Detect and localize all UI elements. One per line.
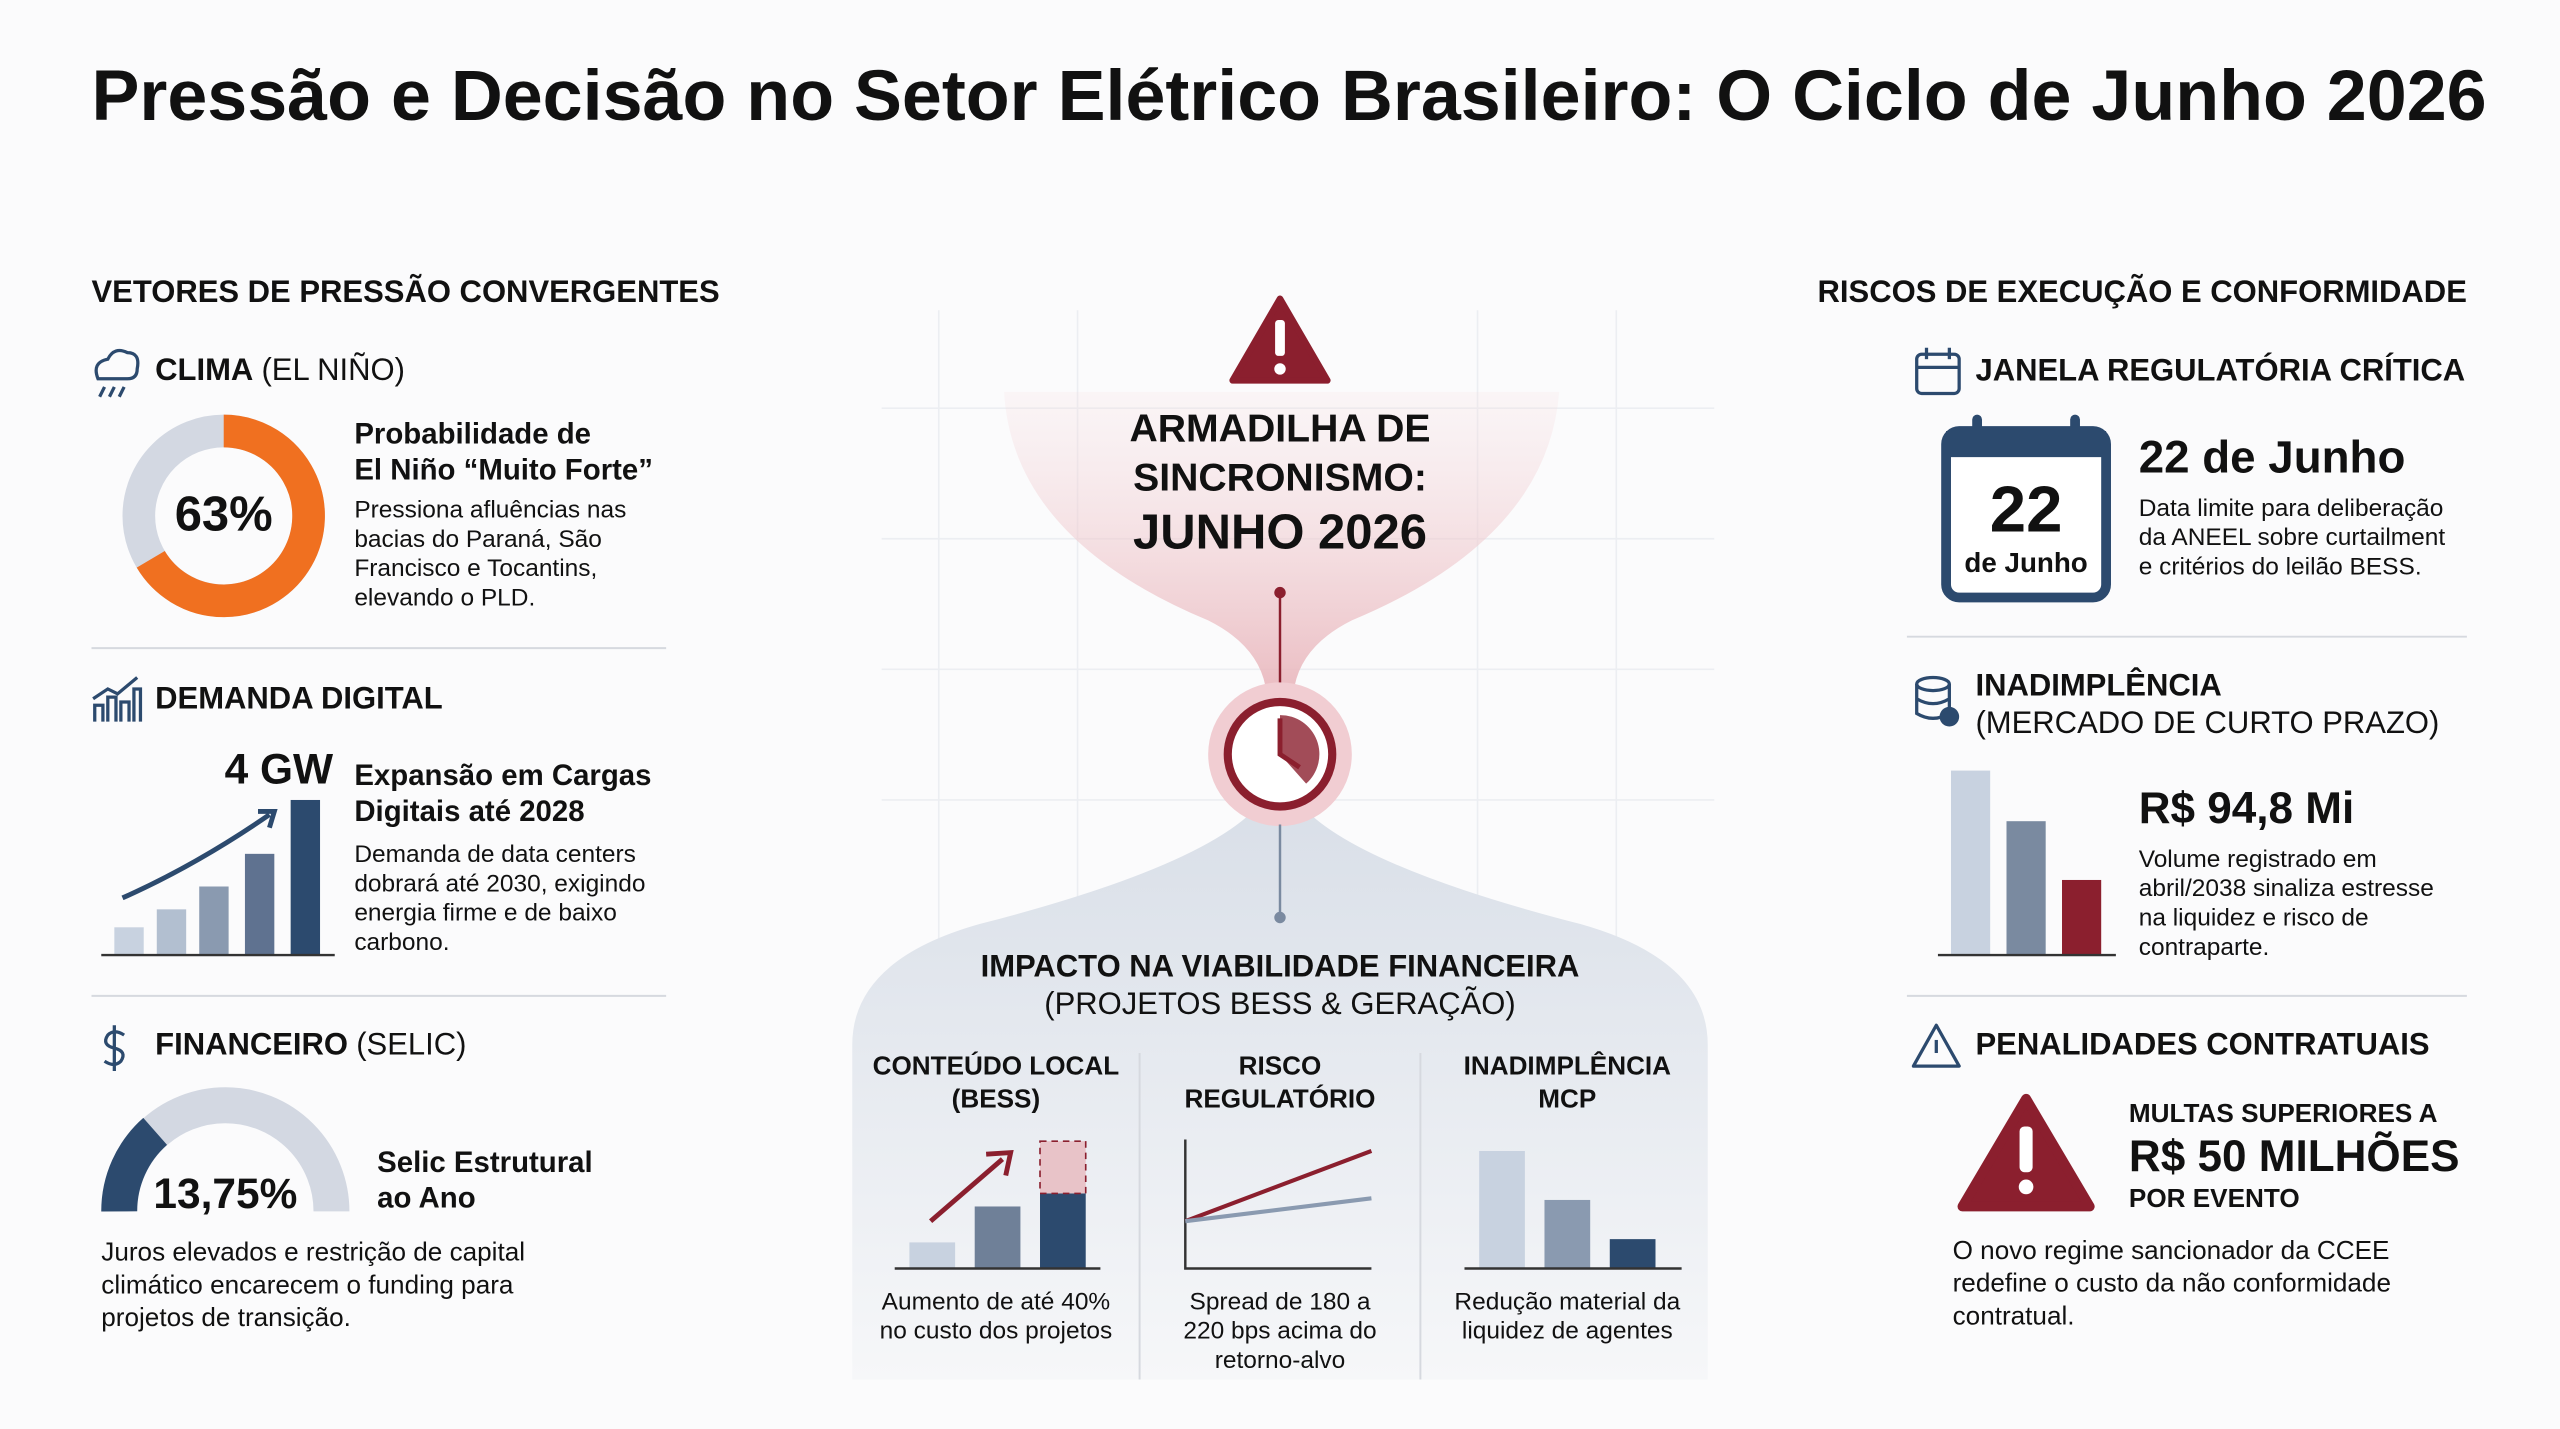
clima-value: 63% xyxy=(175,487,273,541)
clock-wedge xyxy=(1280,715,1320,784)
inadimplencia-text: Volume registrado em xyxy=(2139,846,2377,873)
clima-headline: El Niño “Muito Forte” xyxy=(354,454,653,487)
clima-text: bacias do Paraná, São xyxy=(354,526,602,553)
impact-column-text: Spread de 180 a xyxy=(1190,1288,1371,1315)
calendar-day: 22 xyxy=(1990,473,2063,546)
janela-label: JANELA REGULATÓRIA CRÍTICA xyxy=(1975,351,2465,387)
impact-column-title: CONTEÚDO LOCAL xyxy=(873,1051,1120,1081)
inadimplencia-text: contraparte. xyxy=(2139,934,2270,961)
penalidades-post: POR EVENTO xyxy=(2129,1183,2300,1213)
financeiro-label-sub: (SELIC) xyxy=(356,1027,466,1062)
clima-headline: Probabilidade de xyxy=(354,418,591,451)
impact-column-text: liquidez de agentes xyxy=(1462,1318,1673,1345)
janela-text: e critérios do leilão BESS. xyxy=(2139,554,2422,581)
warning-dot xyxy=(1274,363,1286,375)
impact-column-text: retorno-alvo xyxy=(1215,1347,1346,1374)
dividers xyxy=(91,635,2467,1380)
page-title: Pressão e Decisão no Setor Elétrico Bras… xyxy=(91,56,2486,136)
clima-text: elevando o PLD. xyxy=(354,585,535,612)
penalidades-label: PENALIDADES CONTRATUAIS xyxy=(1975,1027,2429,1062)
section-heading: RISCOS DE EXECUÇÃO E CONFORMIDADE xyxy=(1818,274,2467,309)
chart-local xyxy=(894,1140,1101,1270)
inadimplencia-text: na liquidez e risco de xyxy=(2139,905,2369,932)
impact-column-text: Redução material da xyxy=(1454,1288,1680,1315)
impact-sub: (PROJETOS BESS & GERAÇÃO) xyxy=(1044,986,1515,1021)
connector-dot-lower xyxy=(1274,911,1286,924)
calendar-top xyxy=(1946,431,2107,458)
penalidades-value: R$ 50 MILHÕES xyxy=(2129,1131,2460,1181)
trap-date: JUNHO 2026 xyxy=(1133,505,1427,559)
janela-value: 22 de Junho xyxy=(2139,431,2406,482)
calendar-ring xyxy=(1972,414,1983,448)
inadimplencia-value: R$ 94,8 Mi xyxy=(2139,784,2355,833)
penalty-dot xyxy=(2018,1179,2034,1195)
icons-left xyxy=(92,348,143,1071)
db-badge xyxy=(1939,706,1960,727)
financeiro-text: climático encarecem o funding para xyxy=(101,1269,514,1299)
chart-mcp xyxy=(1464,1150,1682,1270)
inadimplencia-sub: (MERCADO DE CURTO PRAZO) xyxy=(1975,705,2439,740)
penalty-mark xyxy=(2019,1126,2033,1173)
calendar-ring xyxy=(2070,414,2080,448)
impact-column-title: MCP xyxy=(1538,1083,1596,1113)
clima-label-sub: (EL NIÑO) xyxy=(261,352,405,387)
clima-label-label: CLIMA xyxy=(155,352,253,387)
default-bars xyxy=(1937,770,2116,957)
financeiro-text: projetos de transição. xyxy=(101,1302,351,1332)
section-heading: VETORES DE PRESSÃO CONVERGENTES xyxy=(91,274,719,309)
penalidades-text: contratual. xyxy=(1953,1300,2075,1330)
impact-column-title: (BESS) xyxy=(952,1083,1040,1113)
demanda-headline: Expansão em Cargas xyxy=(354,759,651,792)
impact-column-title: INADIMPLÊNCIA xyxy=(1464,1051,1672,1081)
impact-column-title: REGULATÓRIO xyxy=(1185,1083,1376,1113)
calendar-month: de Junho xyxy=(1964,547,2087,578)
penalidades-text: redefine o custo da não conformidade xyxy=(1953,1268,2391,1298)
financeiro-headline: Selic Estrutural xyxy=(377,1146,593,1179)
warning-mark xyxy=(1275,319,1285,356)
funnel-glow xyxy=(1004,391,1560,686)
financeiro-label: FINANCEIRO (SELIC) xyxy=(155,1027,466,1062)
demanda-value: 4 GW xyxy=(225,745,334,792)
clima-text: Francisco e Tocantins, xyxy=(354,555,597,582)
impact-column-title: RISCO xyxy=(1239,1051,1322,1081)
icons-right xyxy=(1911,347,1961,1068)
janela-text: da ANEEL sobre curtailment xyxy=(2139,524,2446,551)
financeiro-value: 13,75% xyxy=(153,1170,297,1217)
impact-column-text: 220 bps acima do xyxy=(1183,1318,1376,1345)
chart-risk xyxy=(1184,1139,1373,1270)
clima-label: CLIMA (EL NIÑO) xyxy=(155,352,405,387)
financeiro-headline: ao Ano xyxy=(377,1182,475,1215)
impact-title: IMPACTO NA VIABILIDADE FINANCEIRA xyxy=(981,948,1580,983)
clima-text: Pressiona afluências nas xyxy=(354,496,626,523)
financeiro-text: Juros elevados e restrição de capital xyxy=(101,1237,525,1267)
demanda-text: energia firme e de baixo xyxy=(354,900,617,927)
connector-dot xyxy=(1274,586,1286,599)
penalidades-text: O novo regime sancionador da CCEE xyxy=(1953,1235,2390,1265)
janela-text: Data limite para deliberação xyxy=(2139,495,2444,522)
demanda-text: carbono. xyxy=(354,929,449,956)
demanda-label: DEMANDA DIGITAL xyxy=(155,681,443,716)
inadimplencia-label: INADIMPLÊNCIA xyxy=(1975,667,2221,703)
gauge-arc xyxy=(101,1117,168,1212)
donut-arc xyxy=(136,414,325,618)
demanda-headline: Digitais até 2028 xyxy=(354,795,584,828)
penalidades-pre: MULTAS SUPERIORES A xyxy=(2129,1098,2438,1128)
impact-column-text: Aumento de até 40% xyxy=(882,1288,1111,1315)
inadimplencia-text: abril/2038 sinaliza estresse xyxy=(2139,875,2434,902)
demanda-text: dobrará até 2030, exigindo xyxy=(354,870,645,897)
trap-title: ARMADILHA DE xyxy=(1129,407,1430,450)
trap-title: SINCRONISMO: xyxy=(1133,456,1427,499)
impact-column-text: no custo dos projetos xyxy=(880,1318,1113,1345)
demanda-text: Demanda de data centers xyxy=(354,841,636,868)
financeiro-label-label: FINANCEIRO xyxy=(155,1027,348,1062)
growth-bars xyxy=(101,799,335,957)
